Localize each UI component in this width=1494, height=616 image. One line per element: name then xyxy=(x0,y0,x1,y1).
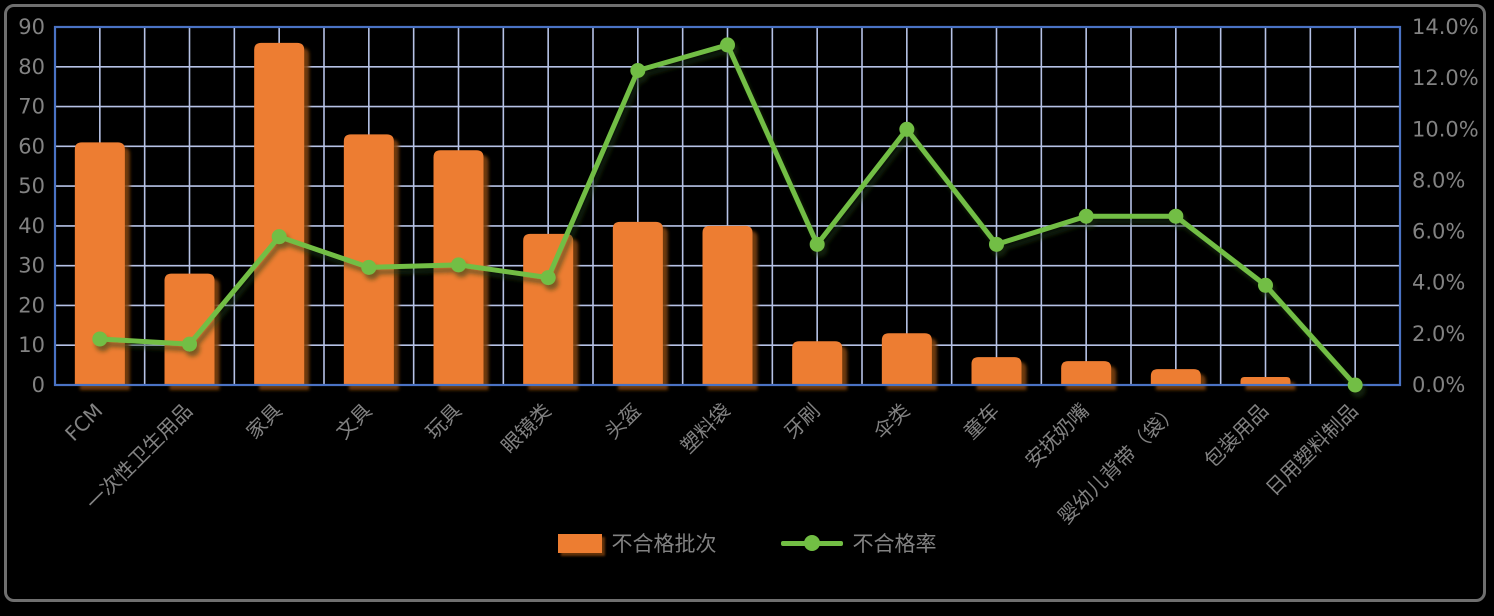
right-axis-tick: 4.0% xyxy=(1412,271,1465,295)
left-axis-tick: 30 xyxy=(18,254,45,278)
right-axis-tick: 12.0% xyxy=(1412,66,1479,90)
bar-包装用品 xyxy=(1240,377,1291,385)
bar-眼镜类 xyxy=(523,233,574,385)
right-axis-tick: 6.0% xyxy=(1412,220,1465,244)
left-axis-tick: 0 xyxy=(32,373,45,397)
x-axis-label-家具: 家具 xyxy=(241,399,286,444)
legend-item-batches: 不合格批次 xyxy=(557,528,717,558)
left-axis-tick: 40 xyxy=(18,214,45,238)
left-axis-tick: 20 xyxy=(18,293,45,317)
rate-point-安抚奶嘴 xyxy=(1078,208,1094,224)
rate-point-婴幼儿背带（袋） xyxy=(1168,208,1184,224)
x-axis-label-安抚奶嘴: 安抚奶嘴 xyxy=(1020,399,1094,473)
left-axis-tick: 10 xyxy=(18,333,45,357)
bar-头盔 xyxy=(612,221,663,385)
rate-point-包装用品 xyxy=(1258,277,1273,293)
bar-婴幼儿背带（袋） xyxy=(1150,369,1201,385)
left-axis-ticks: 0 10 20 30 40 50 60 70 80 90 xyxy=(18,15,45,397)
x-axis-label-FCM: FCM xyxy=(60,399,107,446)
x-axis-label-伞类: 伞类 xyxy=(869,399,914,444)
right-axis-tick: 14.0% xyxy=(1412,15,1479,39)
right-axis-tick: 0.0% xyxy=(1412,373,1465,397)
left-axis-tick: 60 xyxy=(18,134,45,158)
right-axis-tick: 10.0% xyxy=(1412,117,1479,141)
right-axis-tick: 2.0% xyxy=(1412,322,1465,346)
legend-label-rate: 不合格率 xyxy=(852,532,937,556)
rate-point-日用塑料制品 xyxy=(1347,377,1363,393)
x-axis-label-文具: 文具 xyxy=(331,399,376,444)
rate-point-童车 xyxy=(989,236,1004,252)
rate-point-FCM xyxy=(92,331,108,347)
legend-line-marker-icon xyxy=(803,535,820,551)
right-axis-tick: 8.0% xyxy=(1412,168,1465,192)
rate-point-家具 xyxy=(271,229,287,245)
bar-series xyxy=(74,42,1291,386)
x-axis-label-日用塑料制品: 日用塑料制品 xyxy=(1261,399,1363,501)
bar-塑料袋 xyxy=(702,225,753,385)
plot-border xyxy=(53,25,1402,387)
bar-伞类 xyxy=(881,333,932,385)
rate-line-series xyxy=(92,37,1363,393)
x-axis-label-塑料袋: 塑料袋 xyxy=(676,399,735,458)
rate-point-文具 xyxy=(361,259,377,275)
left-axis-tick: 90 xyxy=(18,15,45,39)
left-axis-tick: 70 xyxy=(18,95,45,119)
rate-point-玩具 xyxy=(451,257,466,273)
legend-line-swatch-icon xyxy=(780,535,843,551)
right-axis-ticks: 0.0% 2.0% 4.0% 6.0% 8.0% 10.0% 12.0% 14.0% xyxy=(1412,15,1479,397)
bar-一次性卫生用品 xyxy=(164,273,215,385)
legend: 不合格批次 不合格率 xyxy=(0,528,1494,558)
rate-point-头盔 xyxy=(630,62,646,78)
rate-point-塑料袋 xyxy=(720,37,735,53)
x-axis-label-玩具: 玩具 xyxy=(421,399,466,444)
x-axis-label-眼镜类: 眼镜类 xyxy=(496,399,555,458)
x-axis-label-童车: 童车 xyxy=(959,399,1004,444)
x-axis-label-牙刷: 牙刷 xyxy=(779,399,824,444)
rate-point-一次性卫生用品 xyxy=(182,336,197,352)
x-axis-label-头盔: 头盔 xyxy=(600,399,645,444)
rate-point-牙刷 xyxy=(809,236,825,252)
left-axis-tick: 80 xyxy=(18,55,45,79)
bar-童车 xyxy=(971,357,1022,385)
left-axis-tick: 50 xyxy=(18,174,45,198)
legend-label-batches: 不合格批次 xyxy=(611,532,717,556)
bar-安抚奶嘴 xyxy=(1061,361,1112,385)
chart-outer-frame xyxy=(4,4,1486,602)
rate-point-伞类 xyxy=(899,121,915,137)
rate-point-眼镜类 xyxy=(540,270,556,286)
legend-item-rate: 不合格率 xyxy=(780,528,937,558)
x-axis-label-包装用品: 包装用品 xyxy=(1199,399,1273,473)
bar-牙刷 xyxy=(792,341,843,385)
bar-家具 xyxy=(254,42,305,386)
bar-文具 xyxy=(343,134,394,385)
bar-FCM xyxy=(74,142,125,385)
legend-bar-swatch-icon xyxy=(557,533,602,553)
